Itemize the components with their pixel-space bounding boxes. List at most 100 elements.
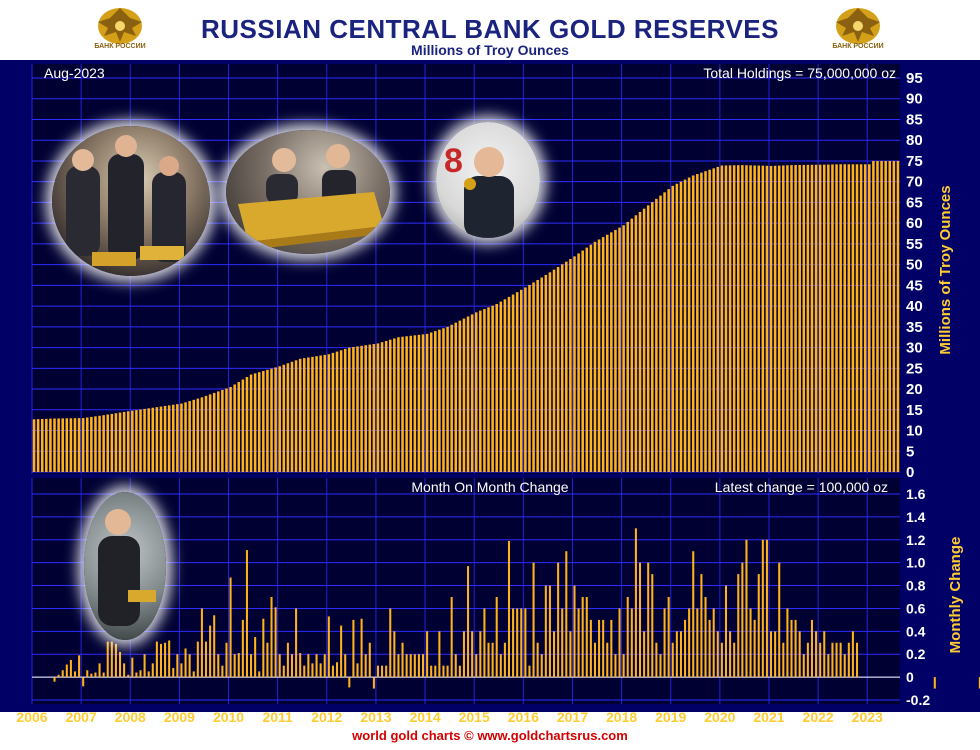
holdings-bar	[855, 164, 859, 472]
holdings-bar	[73, 418, 77, 472]
holdings-bar	[266, 369, 269, 472]
x-tick-label: 2006	[16, 709, 47, 725]
change-bar	[630, 608, 633, 678]
change-bar	[782, 642, 785, 678]
change-bar	[409, 654, 412, 678]
change-bar	[53, 677, 56, 682]
y-tick-label-top: 0	[906, 464, 914, 481]
change-bar	[278, 654, 281, 678]
holdings-bar	[77, 418, 81, 472]
holdings-bar	[57, 418, 60, 472]
holdings-bar	[601, 237, 605, 472]
holdings-bar	[851, 164, 855, 472]
holdings-bar	[176, 404, 179, 472]
holdings-bar	[106, 414, 110, 472]
y-tick-label-bottom: 1.2	[906, 532, 926, 548]
x-tick-label: 2007	[66, 709, 97, 725]
holdings-bar	[270, 368, 273, 472]
change-bar	[622, 654, 625, 678]
holdings-bar	[278, 366, 281, 472]
holdings-bar	[380, 342, 384, 472]
holdings-bar	[720, 165, 724, 473]
y-tick-label-top: 85	[906, 111, 923, 128]
change-bar	[135, 672, 138, 678]
holdings-bar	[204, 395, 208, 472]
holdings-bar	[397, 337, 400, 472]
change-bar	[737, 574, 740, 678]
change-bar	[360, 618, 363, 678]
holdings-bar	[257, 372, 261, 472]
holdings-bar	[474, 312, 478, 472]
change-bar	[131, 657, 134, 678]
change-bar	[602, 619, 605, 678]
change-bar	[978, 677, 980, 689]
change-bar	[810, 619, 813, 678]
change-bar	[381, 665, 384, 678]
holdings-bar	[126, 411, 130, 472]
holdings-bar	[663, 192, 666, 472]
holdings-bar	[466, 316, 470, 472]
x-tick-label: 2021	[753, 709, 784, 725]
y-axis-label-top: Millions of Troy Ounces	[937, 185, 954, 354]
holdings-bar	[577, 253, 580, 472]
change-bar	[704, 597, 707, 678]
holdings-bar	[728, 165, 732, 473]
holdings-bar	[184, 402, 187, 472]
holdings-bar	[827, 164, 830, 472]
change-bar	[225, 642, 228, 678]
change-bar	[78, 655, 81, 678]
y-tick-label-bottom: 0	[906, 669, 914, 685]
change-bar	[327, 616, 330, 678]
holdings-bar	[180, 403, 183, 472]
y-tick-label-bottom: 0.2	[906, 646, 926, 662]
change-bar	[417, 654, 420, 678]
holdings-bar	[524, 287, 527, 472]
holdings-bar	[782, 165, 785, 473]
holdings-bar	[454, 322, 458, 472]
change-bar	[655, 642, 658, 678]
change-bar	[237, 653, 240, 678]
change-bar	[491, 642, 494, 678]
holdings-bar	[569, 259, 572, 472]
holdings-bar	[863, 164, 867, 472]
change-bar	[614, 654, 617, 678]
holdings-bar	[192, 399, 195, 472]
photo-officials-gold-vault	[52, 126, 210, 276]
holdings-bar	[790, 165, 793, 473]
change-bar	[270, 597, 273, 678]
change-bar	[483, 608, 486, 678]
holdings-bar	[605, 234, 609, 472]
x-tick-label: 2012	[311, 709, 342, 725]
holdings-bar	[212, 392, 216, 472]
holdings-bar	[237, 382, 241, 472]
change-bar	[421, 654, 425, 678]
change-bar	[765, 539, 768, 678]
change-bar	[311, 663, 314, 678]
change-bar	[200, 608, 203, 678]
holdings-bar	[847, 164, 851, 472]
y-tick-label-top: 45	[906, 277, 923, 294]
holdings-bar	[470, 314, 474, 472]
holdings-bar	[888, 160, 892, 472]
change-bar	[98, 663, 101, 678]
change-bar	[536, 642, 539, 678]
svg-text:8: 8	[444, 142, 463, 180]
x-tick-label: 2015	[459, 709, 490, 725]
change-bar	[720, 642, 723, 678]
change-bar	[368, 642, 371, 678]
holdings-bar	[761, 165, 765, 472]
holdings-bar	[683, 179, 687, 472]
holdings-bar	[413, 335, 417, 472]
holdings-bar	[155, 407, 159, 472]
emblem-caption-right: БАНК РОССИИ	[832, 43, 884, 50]
footer-credit: world gold charts © www.goldchartsrus.co…	[352, 728, 628, 743]
y-tick-label-top: 55	[906, 236, 923, 253]
holdings-bar	[69, 418, 73, 472]
holdings-bar	[655, 198, 658, 473]
change-bar	[213, 615, 216, 678]
holdings-bar	[319, 355, 322, 472]
change-bar	[544, 585, 547, 678]
change-bar	[569, 631, 572, 678]
change-bar	[581, 597, 584, 678]
